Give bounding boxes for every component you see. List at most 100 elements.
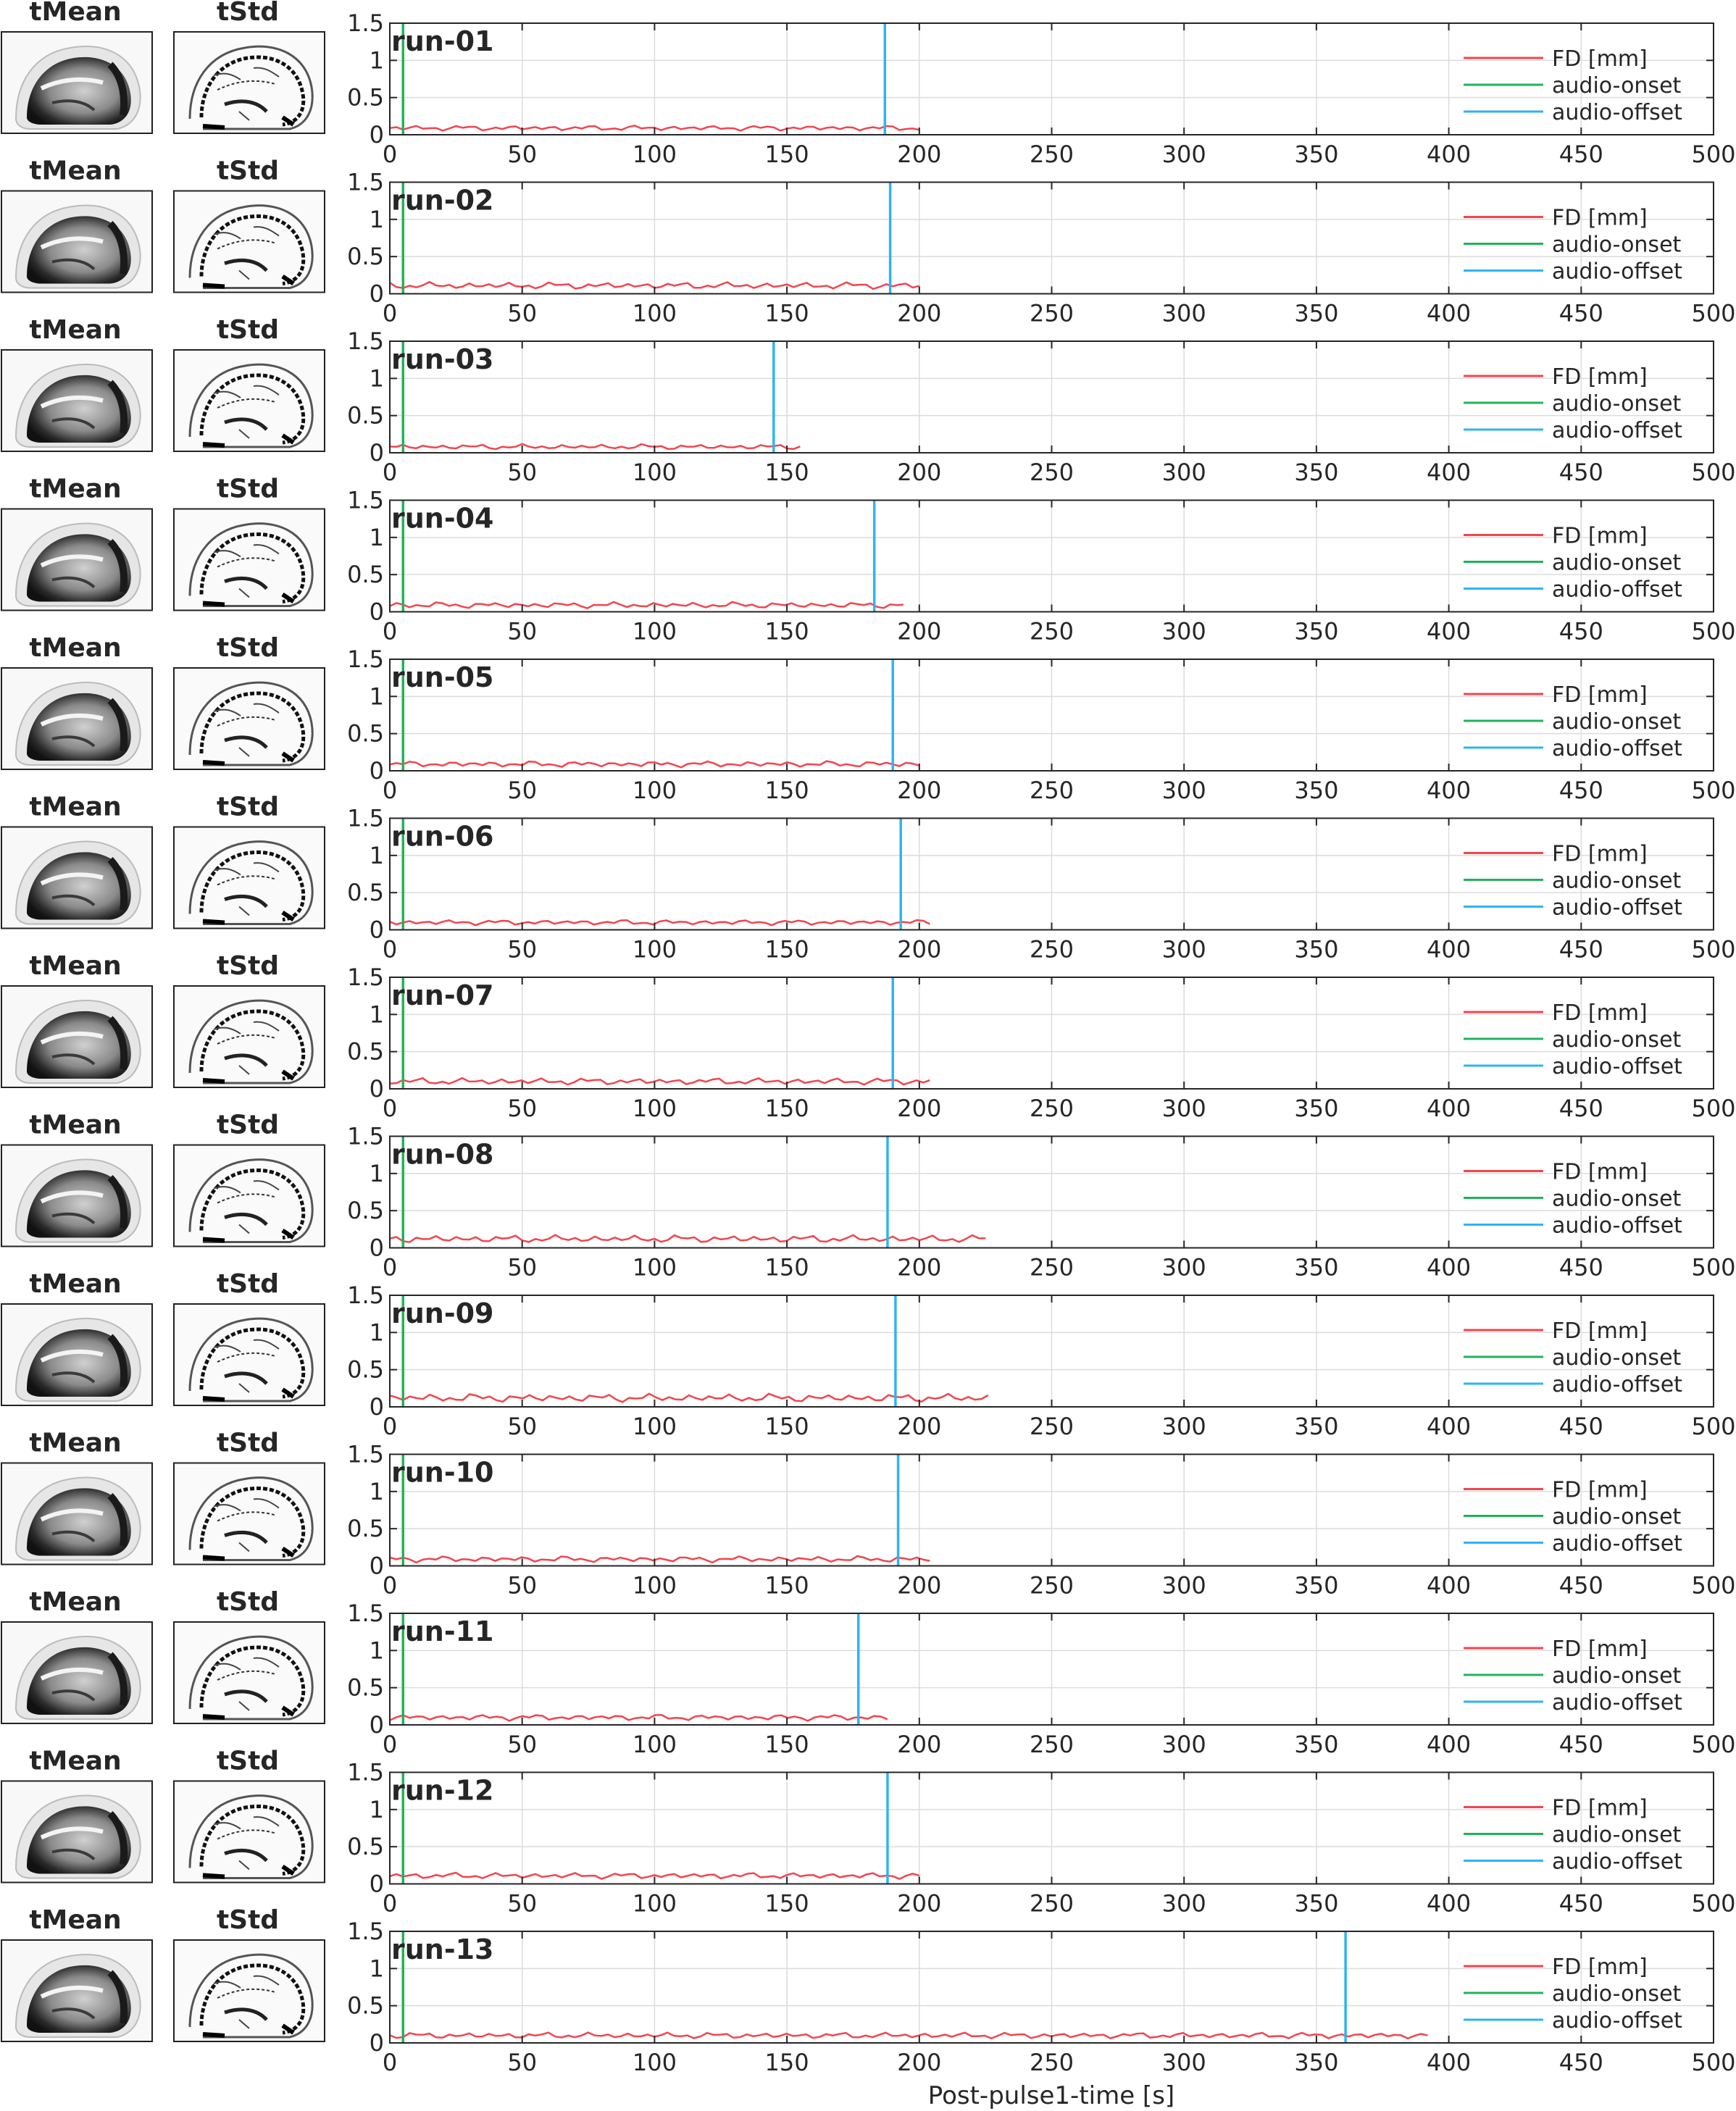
- x-tick-label: 500: [1691, 1572, 1735, 1600]
- x-tick-label: 300: [1162, 1095, 1206, 1122]
- x-tick-label: 450: [1559, 2049, 1603, 2076]
- y-tick-label: 1.5: [347, 1441, 384, 1468]
- x-tick-label: 100: [633, 141, 677, 168]
- legend-audio-onset-label: audio-onset: [1552, 869, 1682, 894]
- x-tick-label: 350: [1294, 1095, 1338, 1122]
- x-tick-label: 400: [1427, 1890, 1471, 1918]
- x-tick-label: 500: [1691, 1413, 1735, 1440]
- x-tick-label: 50: [507, 459, 537, 486]
- x-tick-label: 100: [633, 936, 677, 963]
- x-tick-label: 300: [1162, 777, 1206, 804]
- x-axis-label: Post-pulse1-time [s]: [928, 2081, 1174, 2110]
- x-tick-label: 200: [897, 1731, 941, 1758]
- x-tick-label: 300: [1162, 300, 1206, 327]
- legend-audio-onset-label: audio-onset: [1552, 1981, 1682, 2007]
- y-tick-label: 0.5: [347, 1992, 384, 2020]
- x-tick-label: 100: [633, 1572, 677, 1600]
- fd-line: [389, 1871, 920, 1881]
- tstd-brain-image: [174, 827, 325, 929]
- x-tick-label: 250: [1030, 459, 1074, 486]
- x-tick-label: 400: [1427, 936, 1471, 963]
- x-tick-label: 0: [383, 459, 397, 486]
- tmean-brain-image: [1, 668, 152, 769]
- legend-audio-onset-label: audio-onset: [1552, 1345, 1682, 1371]
- tstd-label: tStd: [217, 793, 279, 822]
- x-tick-label: 100: [633, 1890, 677, 1918]
- tmean-brain-image: [1, 1463, 152, 1565]
- x-tick-label: 150: [765, 300, 809, 327]
- x-tick-label: 300: [1162, 1572, 1206, 1600]
- x-tick-label: 150: [765, 1890, 809, 1918]
- x-tick-label: 150: [765, 459, 809, 486]
- y-tick-label: 1: [370, 364, 384, 392]
- run-title: run-12: [391, 1775, 494, 1807]
- x-tick-label: 200: [897, 141, 941, 168]
- tstd-brain-image: [174, 1622, 325, 1723]
- run-panel: tMean tStd 0 50 100 150 200 250 300 350 400 450 500 0…: [1, 156, 1736, 327]
- x-tick-label: 250: [1030, 141, 1074, 168]
- tstd-label: tStd: [217, 1905, 279, 1935]
- run-panel: tMean tStd 0 50 100 150 200 250 300 350 400 450 500 0…: [1, 0, 1736, 168]
- fd-line: [389, 1234, 986, 1243]
- x-tick-label: 150: [765, 1731, 809, 1758]
- x-tick-label: 50: [507, 300, 537, 327]
- x-tick-label: 0: [383, 141, 397, 168]
- tstd-brain-image: [174, 350, 325, 451]
- legend-audio-offset-label: audio-offset: [1552, 736, 1682, 761]
- tstd-label: tStd: [217, 951, 279, 981]
- x-tick-label: 200: [897, 1254, 941, 1282]
- x-tick-label: 450: [1559, 141, 1603, 168]
- x-tick-label: 300: [1162, 141, 1206, 168]
- x-tick-label: 300: [1162, 2049, 1206, 2076]
- x-tick-label: 100: [633, 1095, 677, 1122]
- x-tick-label: 50: [507, 141, 537, 168]
- x-tick-label: 250: [1030, 1890, 1074, 1918]
- x-tick-label: 400: [1427, 1731, 1471, 1758]
- x-tick-label: 100: [633, 300, 677, 327]
- x-tick-label: 300: [1162, 1254, 1206, 1282]
- x-tick-label: 50: [507, 2049, 537, 2076]
- x-tick-label: 300: [1162, 1731, 1206, 1758]
- y-tick-label: 1: [370, 1160, 384, 1187]
- legend-audio-onset-label: audio-onset: [1552, 1823, 1682, 1848]
- x-tick-label: 50: [507, 618, 537, 645]
- x-tick-label: 150: [765, 1095, 809, 1122]
- y-tick-label: 0.5: [347, 1674, 384, 1702]
- legend-fd-label: FD [mm]: [1552, 682, 1648, 708]
- fd-line: [389, 919, 930, 927]
- y-tick-label: 0: [370, 598, 384, 626]
- y-tick-label: 1.5: [347, 1759, 384, 1786]
- tmean-brain-image: [1, 509, 152, 611]
- x-tick-label: 0: [383, 1890, 397, 1918]
- y-tick-label: 1: [370, 842, 384, 869]
- tmean-label: tMean: [29, 1587, 121, 1617]
- tmean-brain-image: [1, 191, 152, 293]
- tmean-label: tMean: [29, 951, 121, 981]
- x-tick-label: 400: [1427, 1095, 1471, 1122]
- y-tick-label: 0.5: [347, 84, 384, 112]
- tstd-brain-image: [174, 1304, 325, 1405]
- x-tick-label: 350: [1294, 936, 1338, 963]
- x-tick-label: 500: [1691, 141, 1735, 168]
- legend-fd-label: FD [mm]: [1552, 364, 1648, 390]
- tstd-brain-image: [174, 668, 325, 769]
- run-title: run-03: [391, 343, 494, 375]
- y-tick-label: 1.5: [347, 9, 384, 37]
- tstd-label: tStd: [217, 156, 279, 186]
- x-tick-label: 0: [383, 618, 397, 645]
- x-tick-label: 200: [897, 1413, 941, 1440]
- x-tick-label: 350: [1294, 777, 1338, 804]
- y-tick-label: 1: [370, 1318, 384, 1346]
- run-panel: tMean tStd 0 50 100 150 200 250 300 350 400 450 500 0…: [1, 633, 1736, 804]
- x-tick-label: 200: [897, 1890, 941, 1918]
- fd-line: [389, 760, 920, 769]
- legend-audio-offset-label: audio-offset: [1552, 1690, 1682, 1715]
- x-tick-label: 250: [1030, 1254, 1074, 1282]
- fd-line: [389, 2031, 1428, 2040]
- legend-fd-label: FD [mm]: [1552, 524, 1648, 549]
- y-tick-label: 0.5: [347, 720, 384, 748]
- x-tick-label: 450: [1559, 1572, 1603, 1600]
- x-tick-label: 450: [1559, 1413, 1603, 1440]
- tmean-label: tMean: [29, 793, 121, 822]
- tstd-label: tStd: [217, 0, 279, 27]
